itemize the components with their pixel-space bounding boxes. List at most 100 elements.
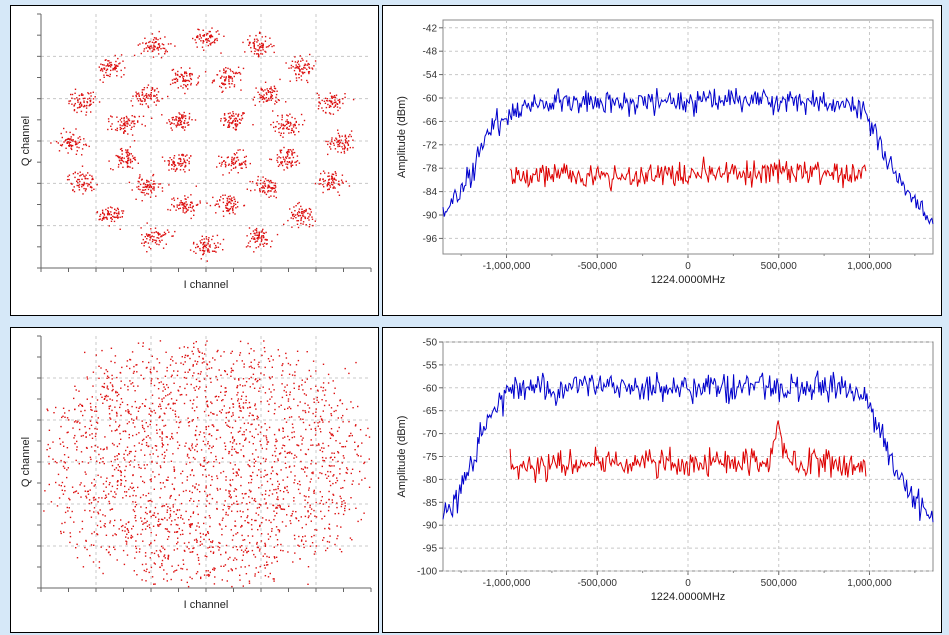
constellation-point (137, 120, 139, 122)
constellation-point (209, 377, 212, 380)
constellation-point (195, 378, 198, 381)
constellation-point (196, 571, 199, 573)
constellation-point (74, 385, 76, 387)
constellation-point (154, 227, 157, 229)
constellation-point (270, 99, 272, 101)
constellation-point (195, 385, 198, 388)
constellation-point (245, 437, 247, 439)
constellation-point (310, 211, 312, 213)
constellation-point (303, 546, 305, 549)
constellation-point (161, 563, 163, 565)
constellation-point (166, 528, 168, 531)
constellation-point (232, 412, 234, 414)
constellation-point (85, 436, 87, 438)
constellation-point (281, 118, 283, 121)
constellation-point (224, 448, 227, 451)
constellation-point (156, 46, 159, 49)
constellation-point (192, 456, 195, 459)
constellation-point (307, 217, 309, 219)
constellation-point (293, 69, 296, 72)
constellation-point (289, 391, 291, 393)
constellation-point (204, 459, 206, 461)
constellation-point (117, 57, 119, 60)
constellation-point (82, 97, 84, 100)
constellation-point (182, 518, 184, 520)
constellation-point (218, 155, 220, 157)
constellation-point (179, 533, 182, 536)
constellation-point (175, 124, 177, 126)
constellation-point (275, 472, 278, 475)
constellation-point (275, 96, 277, 98)
constellation-point (147, 193, 150, 195)
constellation-point (253, 251, 255, 253)
constellation-point (352, 98, 355, 101)
constellation-point (175, 399, 178, 401)
constellation-point (176, 432, 178, 434)
constellation-point (136, 416, 138, 418)
constellation-point (185, 442, 187, 444)
constellation-point (167, 558, 169, 560)
constellation-point (210, 541, 212, 543)
constellation-point (135, 545, 137, 548)
constellation-point (346, 147, 349, 150)
constellation-point (172, 402, 175, 405)
constellation-point (102, 457, 104, 459)
constellation-point (282, 479, 284, 481)
constellation-point (81, 520, 84, 523)
constellation-point (249, 412, 251, 414)
constellation-point (96, 184, 98, 186)
constellation-point (211, 546, 214, 548)
constellation-point (150, 410, 152, 412)
constellation-point (220, 120, 222, 122)
constellation-point (302, 72, 304, 74)
constellation-point (205, 39, 207, 41)
constellation-point (101, 385, 103, 388)
constellation-point (337, 417, 339, 419)
constellation-point (234, 464, 236, 466)
constellation-point (207, 532, 210, 535)
constellation-point (72, 189, 74, 191)
constellation-point (111, 390, 113, 392)
constellation-point (211, 35, 213, 37)
constellation-point (277, 498, 279, 501)
constellation-point (264, 350, 266, 353)
constellation-point (296, 65, 299, 68)
constellation-point (242, 406, 244, 408)
constellation-point (163, 451, 166, 453)
constellation-point (63, 141, 65, 143)
constellation-point (290, 522, 292, 525)
constellation-point (163, 231, 166, 234)
constellation-point (327, 445, 330, 447)
constellation-point (329, 142, 331, 144)
constellation-point (127, 529, 129, 532)
constellation-point (281, 447, 283, 449)
constellation-point (277, 459, 279, 462)
constellation-point (136, 93, 138, 95)
constellation-point (263, 190, 265, 192)
constellation-point (188, 421, 191, 423)
constellation-point (115, 467, 118, 469)
constellation-point (332, 380, 334, 382)
constellation-point (180, 73, 182, 76)
constellation-point (288, 67, 290, 69)
constellation-point (295, 161, 297, 163)
constellation-point (254, 50, 256, 52)
constellation-point (137, 121, 139, 123)
constellation-point (96, 421, 98, 423)
constellation-point (141, 439, 144, 442)
constellation-point (234, 161, 237, 164)
constellation-point (137, 100, 140, 102)
constellation-point (113, 468, 116, 471)
constellation-point (177, 162, 179, 164)
constellation-point (110, 360, 112, 363)
constellation-point (178, 527, 180, 530)
constellation-point (178, 208, 180, 210)
constellation-point (227, 124, 230, 127)
constellation-point (178, 421, 181, 424)
constellation-point (330, 95, 333, 97)
constellation-point (289, 465, 291, 468)
constellation-point (216, 487, 218, 490)
constellation-point (159, 340, 162, 342)
constellation-point (313, 492, 315, 494)
constellation-point (210, 42, 212, 44)
